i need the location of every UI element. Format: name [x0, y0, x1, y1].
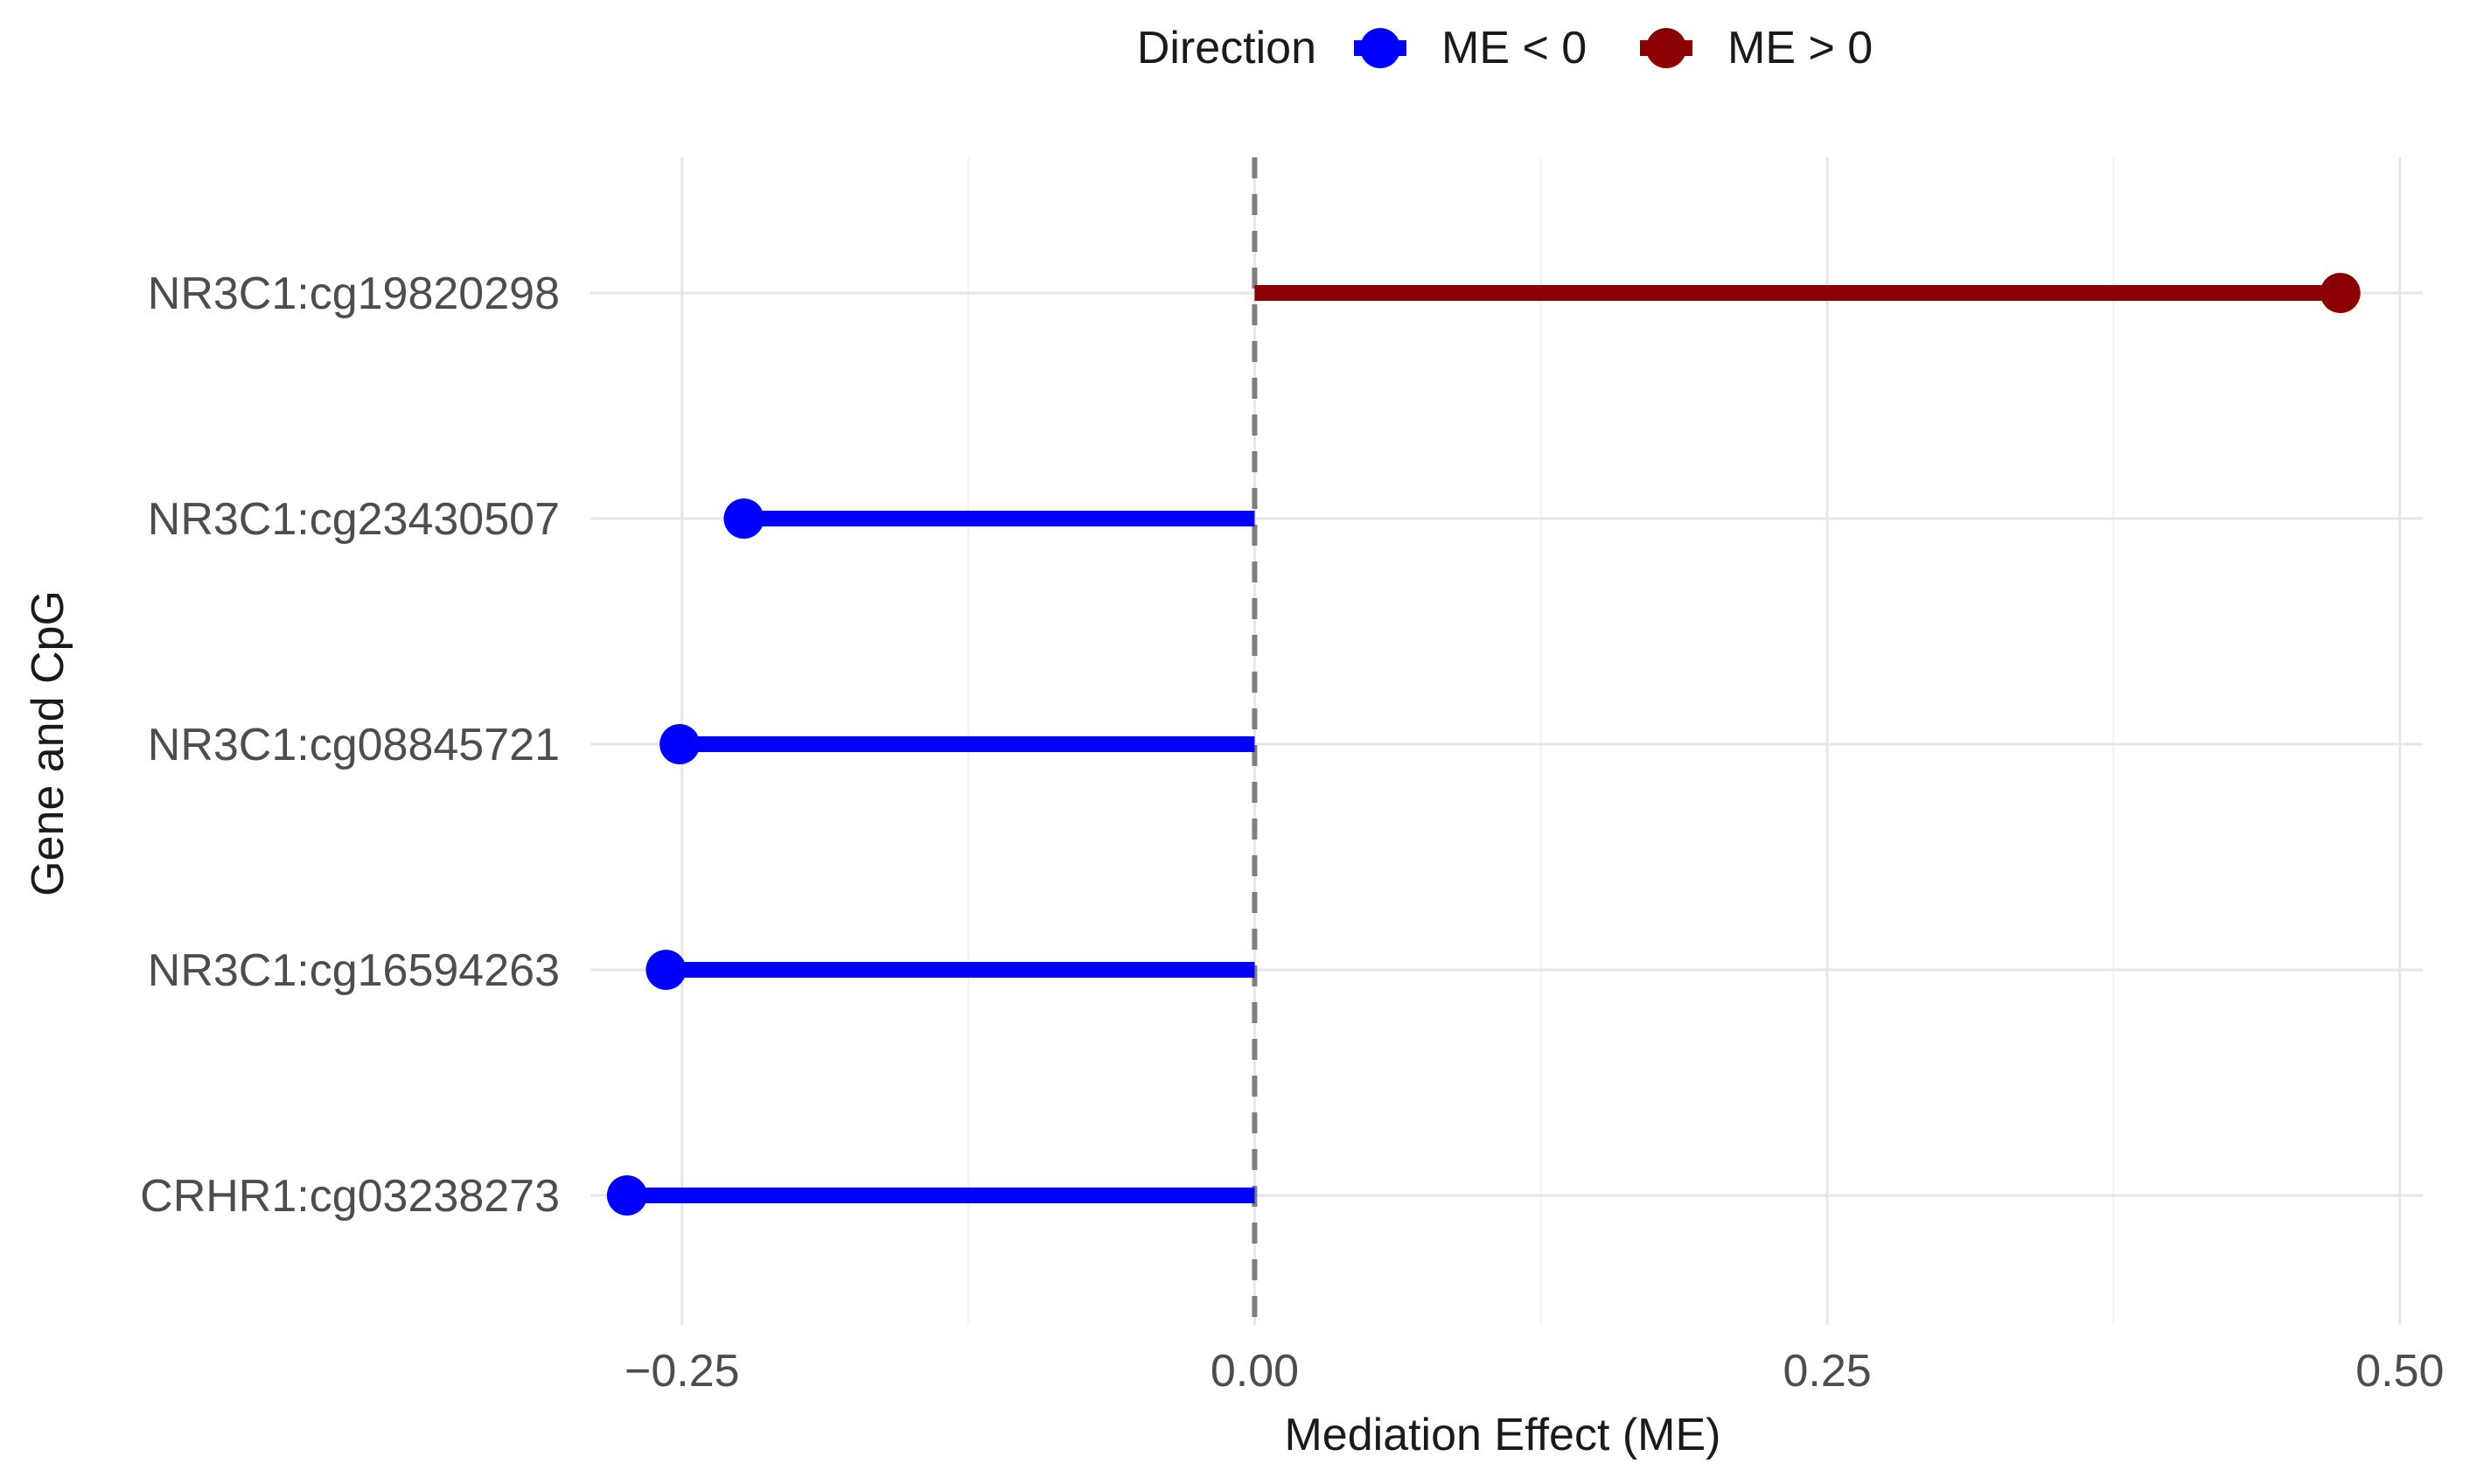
y-axis-title: Gene and CpG [23, 590, 73, 896]
y-tick-label: NR3C1:cg08845721 [148, 720, 560, 770]
y-tick-label: NR3C1:cg23430507 [148, 494, 560, 545]
legend-label: ME < 0 [1441, 23, 1587, 73]
y-tick-label: NR3C1:cg19820298 [148, 268, 560, 319]
point-NR3C1:cg23430507 [723, 498, 764, 539]
x-tick-label: 0.00 [1211, 1346, 1299, 1397]
stems [626, 285, 2341, 1203]
legend-title: Direction [1137, 23, 1316, 73]
legend-entries: ME < 0 ME > 0 [1354, 23, 1873, 73]
legend: Direction ME < 0 ME > 0 [1137, 23, 1873, 73]
point-NR3C1:cg16594263 [645, 950, 687, 990]
y-tick-label: CRHR1:cg03238273 [140, 1171, 560, 1222]
point-NR3C1:cg19820298 [2320, 273, 2361, 313]
x-tick-label: 0.50 [2355, 1346, 2444, 1397]
x-tick-label: −0.25 [624, 1346, 740, 1397]
x-tick-labels: −0.25 0.00 0.25 0.50 [624, 1346, 2444, 1397]
points [606, 273, 2361, 1216]
point-NR3C1:cg08845721 [659, 724, 701, 764]
y-tick-label: NR3C1:cg16594263 [148, 945, 560, 996]
legend-key-point [1646, 28, 1686, 68]
x-axis-title: Mediation Effect (ME) [1284, 1410, 1720, 1460]
legend-key-point [1360, 28, 1400, 68]
point-CRHR1:cg03238273 [606, 1175, 647, 1216]
x-tick-label: 0.25 [1783, 1346, 1872, 1397]
y-tick-labels: NR3C1:cg19820298 NR3C1:cg23430507 NR3C1:cg… [140, 268, 560, 1222]
legend-label: ME > 0 [1727, 23, 1873, 73]
